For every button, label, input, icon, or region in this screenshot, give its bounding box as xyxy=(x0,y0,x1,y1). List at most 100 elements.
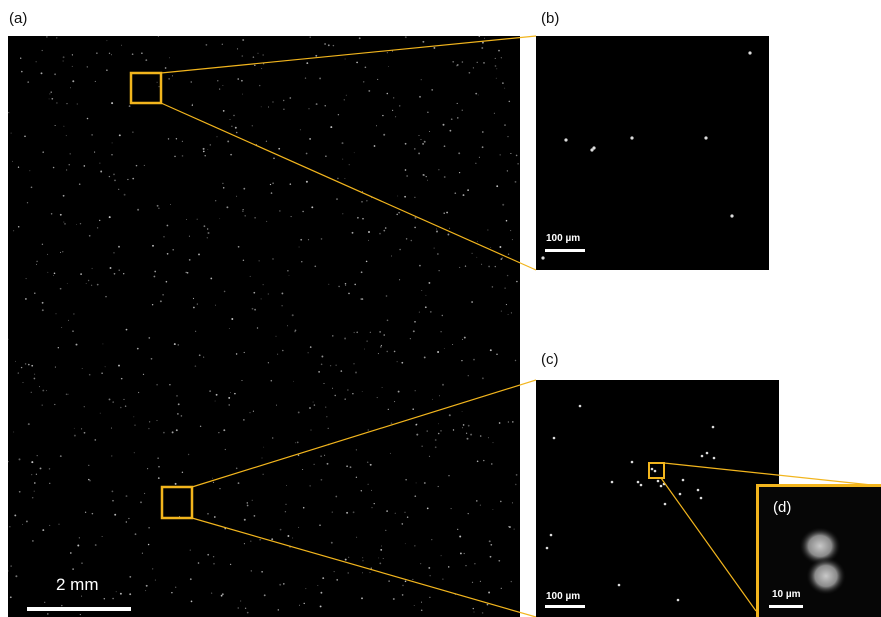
particle xyxy=(261,457,263,459)
particle xyxy=(53,274,54,276)
particle xyxy=(156,81,158,83)
particle xyxy=(78,183,81,185)
particle xyxy=(173,343,176,346)
particle xyxy=(353,152,355,154)
particle xyxy=(169,384,171,386)
particle xyxy=(457,117,459,119)
particle xyxy=(489,555,492,558)
particle xyxy=(347,572,349,574)
particle xyxy=(420,563,422,565)
particle xyxy=(506,170,509,172)
particle xyxy=(262,473,264,475)
particle xyxy=(459,535,462,538)
particle xyxy=(53,272,56,275)
particle xyxy=(324,43,327,45)
panel-d-scale-label: 10 µm xyxy=(772,589,801,600)
particle xyxy=(27,81,30,83)
particle xyxy=(137,391,140,394)
particle xyxy=(235,353,238,355)
particle xyxy=(279,528,282,531)
particle xyxy=(35,263,37,265)
particle xyxy=(362,81,365,83)
particle xyxy=(261,571,263,573)
particle xyxy=(133,452,135,454)
particle xyxy=(55,313,57,315)
particle xyxy=(219,488,221,490)
particle xyxy=(252,410,254,412)
particle xyxy=(81,368,83,369)
particle xyxy=(515,483,517,486)
particle xyxy=(475,92,478,95)
particle xyxy=(131,53,134,56)
particle xyxy=(461,360,462,362)
particle xyxy=(420,79,422,81)
particle xyxy=(427,111,429,113)
particle xyxy=(72,330,74,332)
particle xyxy=(470,433,473,436)
particle xyxy=(186,272,189,274)
particle xyxy=(471,301,474,303)
particle xyxy=(437,485,439,488)
particle xyxy=(250,540,252,542)
particle xyxy=(399,248,401,251)
particle xyxy=(517,163,519,165)
particle xyxy=(492,442,494,444)
particle xyxy=(388,66,389,68)
particle xyxy=(242,259,245,262)
particle xyxy=(42,389,45,392)
particle xyxy=(424,306,427,309)
particle xyxy=(452,344,454,345)
panel-d-frame xyxy=(756,484,881,617)
particle xyxy=(507,253,510,255)
particle xyxy=(361,298,364,301)
particle xyxy=(398,211,401,214)
particle xyxy=(166,252,169,255)
particle xyxy=(385,295,388,297)
particle xyxy=(114,513,117,516)
particle xyxy=(10,565,12,567)
particle xyxy=(202,150,205,153)
particle xyxy=(28,363,30,366)
particle xyxy=(467,513,469,515)
particle xyxy=(362,560,364,562)
particle xyxy=(50,91,52,93)
particle xyxy=(302,210,304,213)
particle xyxy=(705,451,709,455)
particle xyxy=(386,92,389,95)
particle xyxy=(140,501,142,504)
particle xyxy=(198,253,200,256)
particle xyxy=(360,271,363,274)
particle xyxy=(438,270,440,272)
particle xyxy=(132,177,135,180)
particle xyxy=(431,398,433,400)
particle xyxy=(86,66,88,68)
particle xyxy=(510,152,512,155)
particle xyxy=(468,71,471,74)
particle xyxy=(254,216,256,219)
particle xyxy=(418,152,421,155)
particle xyxy=(54,403,56,406)
particle xyxy=(153,275,156,278)
particle xyxy=(369,331,371,333)
particle xyxy=(367,429,369,431)
particle xyxy=(504,124,506,126)
particle xyxy=(393,350,396,353)
particle xyxy=(25,520,28,523)
particle xyxy=(318,371,320,373)
particle xyxy=(420,609,423,611)
particle xyxy=(284,511,287,513)
particle xyxy=(473,611,475,613)
particle xyxy=(394,401,396,403)
particle xyxy=(549,533,553,537)
particle xyxy=(409,338,411,340)
particle-upper xyxy=(799,527,841,565)
particle xyxy=(371,506,373,509)
particle xyxy=(491,286,494,288)
particle xyxy=(219,218,221,220)
particle xyxy=(196,303,198,305)
particle xyxy=(165,280,168,283)
particle xyxy=(62,251,64,253)
particle xyxy=(99,219,101,222)
particle xyxy=(325,155,327,157)
particle xyxy=(112,597,114,600)
